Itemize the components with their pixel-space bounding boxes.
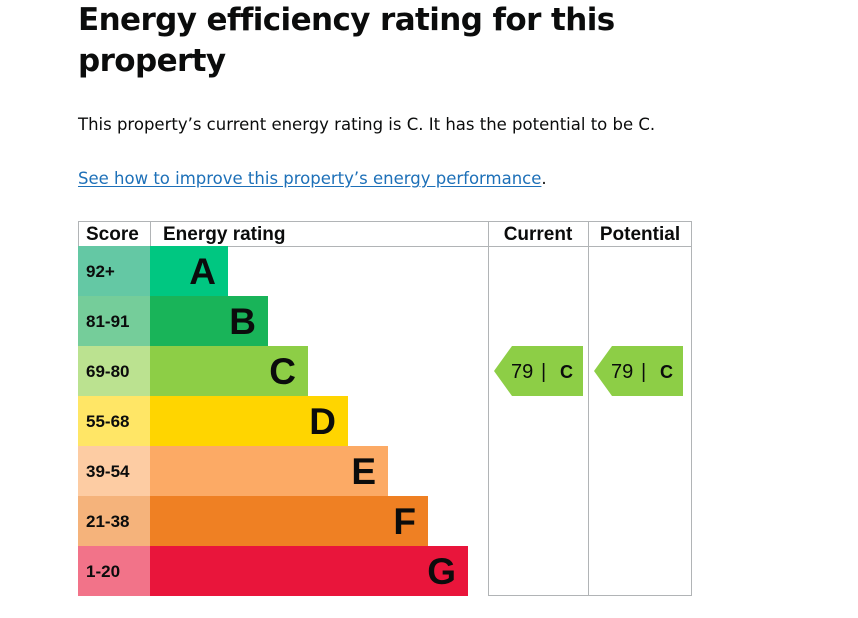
potential-marker-separator: |: [641, 361, 646, 383]
band-letter-e: E: [351, 451, 376, 492]
band-letter-f: F: [393, 501, 416, 542]
rating-band-c: [150, 346, 308, 396]
current-marker-letter: C: [560, 362, 573, 382]
potential-marker-letter: C: [660, 362, 673, 382]
current-marker-separator: |: [541, 361, 546, 383]
improve-link-suffix: .: [541, 169, 547, 188]
current-rating-marker: 79 | C: [494, 346, 583, 396]
score-label-e: 39-54: [86, 462, 130, 481]
score-label-d: 55-68: [86, 412, 129, 431]
current-marker-arrow: [494, 346, 583, 396]
chart-bands: 92+ A 81-91 B 69-80 C 55-68 D 39-54 E 21-38 F 1-20 G: [78, 246, 468, 596]
potential-marker-value: 79: [611, 361, 633, 383]
rating-band-f: [150, 496, 428, 546]
band-letter-a: A: [189, 251, 216, 292]
current-marker-value: 79: [511, 361, 533, 383]
band-letter-d: D: [309, 401, 336, 442]
improve-line: See how to improve this property’s energ…: [78, 168, 547, 190]
header-energy-rating: Energy rating: [163, 224, 285, 245]
score-label-f: 21-38: [86, 512, 129, 531]
header-potential: Potential: [600, 224, 680, 245]
score-label-a: 92+: [86, 262, 115, 281]
rating-band-a: [150, 246, 228, 296]
header-score: Score: [86, 224, 139, 245]
chart-frame: [78, 221, 692, 596]
improve-performance-link[interactable]: See how to improve this property’s energ…: [78, 169, 542, 188]
score-cell-d: [78, 396, 150, 446]
band-letter-g: G: [427, 551, 456, 592]
band-letter-b: B: [229, 301, 256, 342]
score-cell-a: [78, 246, 150, 296]
score-cell-f: [78, 496, 150, 546]
score-label-g: 1-20: [86, 562, 120, 581]
score-label-c: 69-80: [86, 362, 129, 381]
rating-band-b: [150, 296, 268, 346]
rating-summary: This property’s current energy rating is…: [78, 115, 656, 134]
rating-band-g: [150, 546, 468, 596]
score-label-b: 81-91: [86, 312, 129, 331]
band-letter-c: C: [269, 351, 296, 392]
score-cell-b: [78, 296, 150, 346]
header-current: Current: [504, 224, 573, 245]
chart-markers: 79 | C 79 | C: [494, 346, 683, 396]
chart-headers: Score Energy rating Current Potential: [86, 224, 680, 245]
score-cell-e: [78, 446, 150, 496]
page-title: Energy efficiency rating for this proper…: [78, 2, 615, 79]
score-cell-c: [78, 346, 150, 396]
rating-band-d: [150, 396, 348, 446]
rating-band-e: [150, 446, 388, 496]
potential-marker-arrow: [594, 346, 683, 396]
potential-rating-marker: 79 | C: [594, 346, 683, 396]
score-cell-g: [78, 546, 150, 596]
